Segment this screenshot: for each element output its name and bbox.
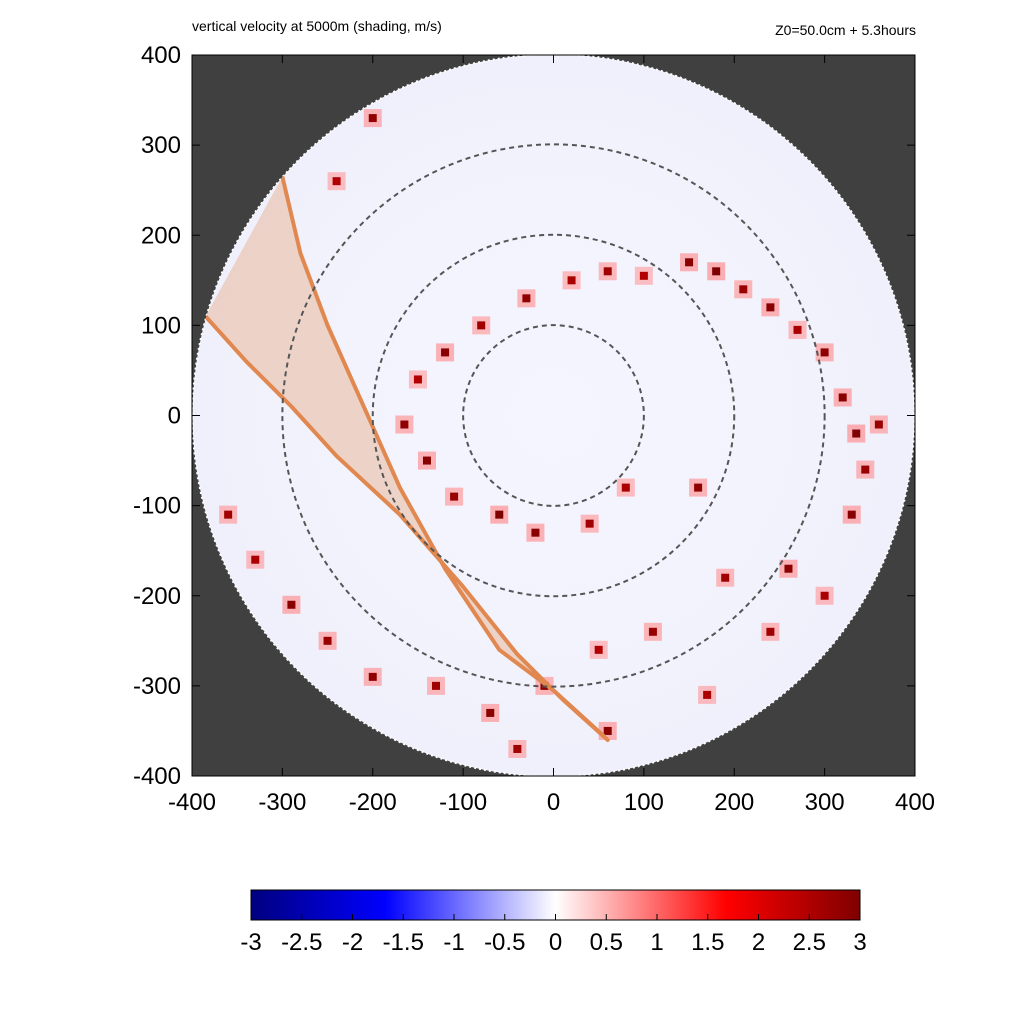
- updraft-cell: [793, 325, 802, 334]
- updraft-cell: [400, 420, 409, 429]
- updraft-cell: [594, 645, 603, 654]
- colorbar-tick-label: 0.5: [590, 929, 623, 956]
- colorbar-tick-label: -1.5: [383, 929, 424, 956]
- updraft-cell: [766, 303, 775, 312]
- updraft-cell: [513, 744, 522, 753]
- x-tick-label: 400: [895, 789, 935, 816]
- updraft-cell: [712, 267, 721, 276]
- updraft-cell: [567, 276, 576, 285]
- updraft-cell: [685, 258, 694, 267]
- updraft-cell: [838, 393, 847, 402]
- updraft-cell: [323, 636, 332, 645]
- x-tick-label: -200: [349, 789, 397, 816]
- range-ring: [281, 143, 826, 688]
- updraft-cell: [495, 510, 504, 519]
- colorbar-tick-label: 1.5: [691, 929, 724, 956]
- updraft-cell: [820, 348, 829, 357]
- simulation-info: Z0=50.0cm + 5.3hours: [775, 22, 916, 38]
- updraft-cell: [703, 690, 712, 699]
- colorbar-tick-label: -0.5: [484, 929, 525, 956]
- updraft-cell: [287, 600, 296, 609]
- updraft-cell: [422, 456, 431, 465]
- updraft-cell: [531, 528, 540, 537]
- updraft-cell: [332, 177, 341, 186]
- updraft-cell: [603, 726, 612, 735]
- updraft-cell: [603, 267, 612, 276]
- y-tick-label: -400: [133, 763, 181, 790]
- updraft-cell: [739, 285, 748, 294]
- y-tick-label: 400: [141, 42, 181, 69]
- y-tick-label: 0: [168, 403, 181, 430]
- y-tick-label: 300: [141, 132, 181, 159]
- updraft-cell: [766, 627, 775, 636]
- track-right-edge: [203, 314, 610, 742]
- x-tick-label: 300: [805, 789, 845, 816]
- updraft-cell: [820, 591, 829, 600]
- updraft-cell: [413, 375, 422, 384]
- x-tick-label: 0: [547, 789, 560, 816]
- y-tick-label: -100: [133, 493, 181, 520]
- y-tick-label: -300: [133, 673, 181, 700]
- updraft-cell: [486, 708, 495, 717]
- updraft-cell: [852, 429, 861, 438]
- x-tick-label: -400: [168, 789, 216, 816]
- x-tick-label: 100: [624, 789, 664, 816]
- colorbar-tick-label: -3: [240, 929, 261, 956]
- x-tick-label: -300: [258, 789, 306, 816]
- x-tick-label: 200: [714, 789, 754, 816]
- updraft-cell: [522, 294, 531, 303]
- track-left-edge: [280, 174, 606, 738]
- updraft-cell: [251, 555, 260, 564]
- updraft-cell: [861, 465, 870, 474]
- colorbar-tick-label: 1: [650, 929, 663, 956]
- updraft-cell: [784, 564, 793, 573]
- colorbar-tick-label: -1: [443, 929, 464, 956]
- y-tick-label: 200: [141, 222, 181, 249]
- updraft-cell: [694, 483, 703, 492]
- updraft-cell: [648, 627, 657, 636]
- updraft-cell: [432, 681, 441, 690]
- updraft-cell: [224, 510, 233, 519]
- updraft-cell: [847, 510, 856, 519]
- updraft-cell: [721, 573, 730, 582]
- updraft-cell: [477, 321, 486, 330]
- updraft-cell: [368, 672, 377, 681]
- chart-title: vertical velocity at 5000m (shading, m/s…: [192, 18, 442, 34]
- updraft-cell: [368, 114, 377, 123]
- colorbar-tick-label: -2: [342, 929, 363, 956]
- updraft-cell: [874, 420, 883, 429]
- range-ring: [462, 324, 645, 507]
- updraft-cell: [621, 483, 630, 492]
- range-ring: [371, 233, 736, 598]
- updraft-cell: [639, 271, 648, 280]
- colorbar-tick-label: 2.5: [793, 929, 826, 956]
- updraft-cell: [441, 348, 450, 357]
- updraft-cell: [450, 492, 459, 501]
- colorbar-tick-label: 3: [853, 929, 866, 956]
- updraft-cell: [585, 519, 594, 528]
- y-tick-label: -200: [133, 583, 181, 610]
- x-tick-label: -100: [439, 789, 487, 816]
- colorbar-tick-label: 2: [752, 929, 765, 956]
- y-tick-label: 100: [141, 312, 181, 339]
- colorbar-tick-label: 0: [549, 929, 562, 956]
- colorbar-tick-label: -2.5: [281, 929, 322, 956]
- track-swath: [205, 176, 608, 740]
